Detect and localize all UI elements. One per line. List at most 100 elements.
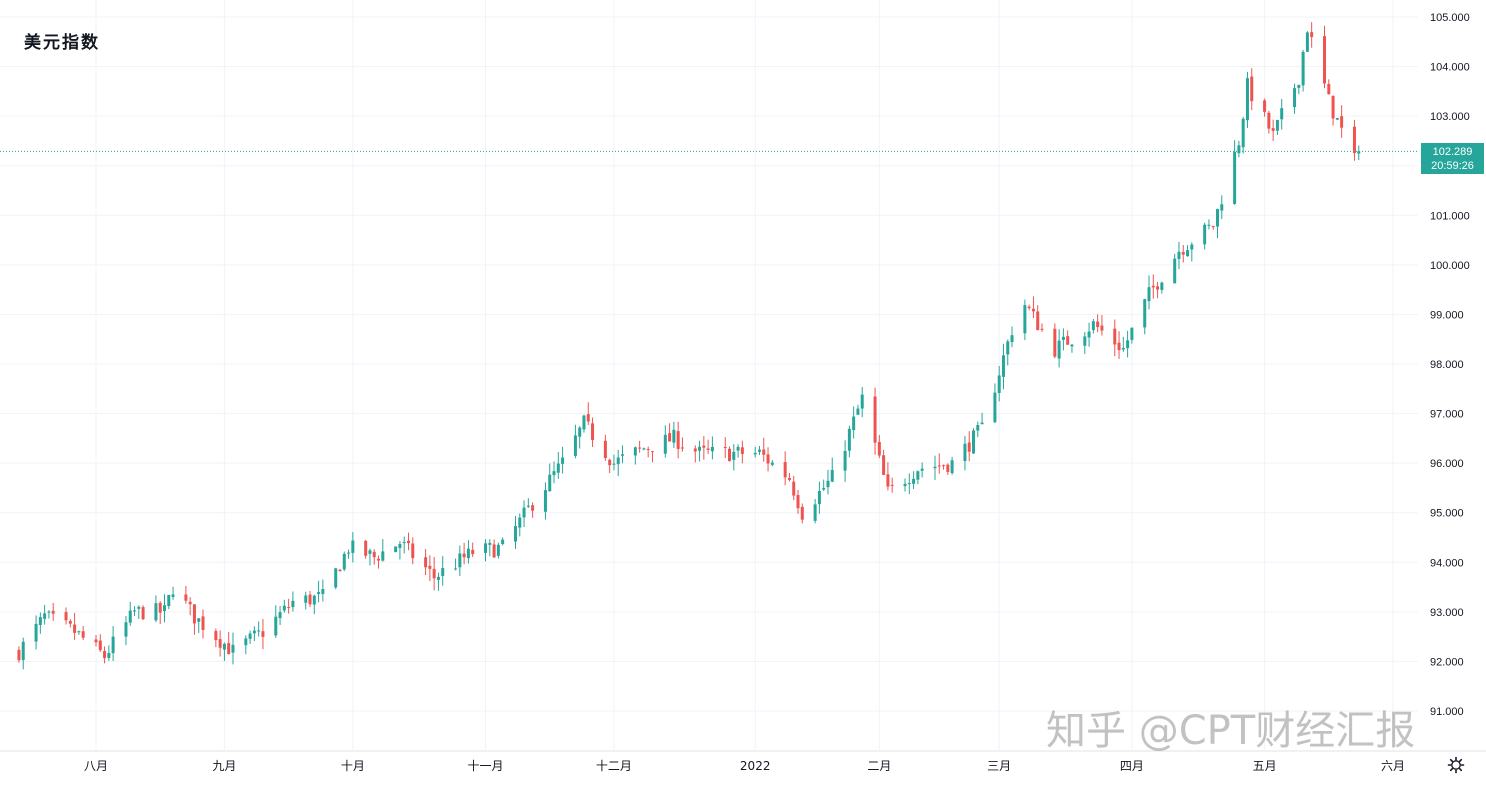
- candle-body: [972, 430, 976, 454]
- candle-body: [1121, 347, 1125, 350]
- candle-body: [394, 546, 398, 553]
- candle-body: [496, 544, 500, 556]
- candle-body: [582, 415, 586, 430]
- x-tick-label: 九月: [212, 759, 236, 773]
- candle-body: [398, 543, 402, 549]
- x-tick-label: 2022: [740, 759, 771, 773]
- candle-body: [663, 434, 667, 454]
- watermark: 知乎 @CPT财经汇报: [1046, 708, 1416, 754]
- candle-body: [1143, 299, 1147, 328]
- candle-body: [813, 504, 817, 521]
- candle-body: [1040, 328, 1044, 330]
- candle-body: [1027, 306, 1031, 309]
- x-tick-label: 六月: [1381, 759, 1405, 773]
- candle-body: [68, 620, 72, 624]
- candle-body: [252, 630, 256, 634]
- y-tick-label: 104.000: [1430, 62, 1470, 74]
- y-tick-label: 101.000: [1430, 210, 1470, 222]
- candle-body: [616, 457, 620, 465]
- candle-body: [561, 457, 565, 464]
- candle-body: [47, 611, 51, 613]
- grid: [0, 0, 1418, 750]
- candle-body: [171, 594, 175, 597]
- candle-body: [432, 568, 436, 579]
- candle-body: [64, 612, 68, 621]
- candle-body: [1352, 126, 1356, 154]
- candle-body: [543, 490, 547, 512]
- candle-body: [1147, 287, 1151, 302]
- candle-body: [860, 394, 864, 409]
- candle-body: [133, 610, 137, 612]
- settings-gear-icon[interactable]: [1447, 756, 1465, 774]
- candle-body: [852, 416, 856, 431]
- candle-body: [312, 595, 316, 605]
- candle-body: [338, 569, 342, 572]
- candle-body: [916, 471, 920, 480]
- x-tick-label: 四月: [1120, 759, 1144, 773]
- candle-body: [406, 540, 410, 544]
- candle-body: [274, 616, 278, 636]
- candle-body: [1096, 321, 1100, 328]
- candle-body: [967, 442, 971, 452]
- y-tick-label: 99.000: [1430, 309, 1464, 321]
- candle-body: [424, 557, 428, 568]
- candle-body: [1340, 116, 1344, 128]
- candle-body: [1091, 321, 1095, 331]
- candle-body: [1070, 344, 1074, 347]
- candle-body: [103, 650, 107, 659]
- candle-body: [1263, 100, 1267, 112]
- candle-body: [1023, 305, 1027, 334]
- candle-body: [513, 526, 517, 542]
- candle-body: [787, 477, 791, 480]
- candle-body: [111, 636, 115, 654]
- candle-body: [830, 469, 834, 482]
- y-tick-label: 95.000: [1430, 508, 1464, 520]
- candle-body: [1066, 336, 1070, 345]
- candle-body: [278, 612, 282, 619]
- candle-body: [608, 459, 612, 466]
- y-tick-label: 105.000: [1430, 12, 1470, 24]
- candle-body: [1203, 224, 1207, 245]
- candle-body: [308, 594, 312, 605]
- candle-body: [642, 448, 646, 450]
- candle-body: [1083, 336, 1087, 346]
- y-tick-label: 98.000: [1430, 359, 1464, 371]
- candle-body: [710, 446, 714, 452]
- y-tick-label: 93.000: [1430, 607, 1464, 619]
- candle-body: [184, 594, 188, 601]
- candle-body: [17, 649, 21, 661]
- candle-body: [77, 631, 81, 633]
- candle-body: [638, 447, 642, 449]
- candle-body: [912, 478, 916, 484]
- bar-countdown: 20:59:26: [1431, 160, 1474, 172]
- candle-body: [1061, 336, 1065, 340]
- candle-body: [231, 644, 235, 653]
- candle-body: [920, 468, 924, 471]
- candle-body: [796, 495, 800, 509]
- candle-body: [1335, 118, 1339, 120]
- candle-body: [603, 440, 607, 459]
- candle-body: [501, 539, 505, 544]
- candle-body: [766, 454, 770, 464]
- x-tick-label: 五月: [1253, 759, 1277, 773]
- candle-body: [1297, 84, 1301, 88]
- candle-body: [1267, 112, 1271, 129]
- candle-body: [1053, 328, 1057, 357]
- candle-body: [740, 447, 744, 454]
- candle-body: [454, 568, 458, 570]
- candle-body: [946, 464, 950, 472]
- candle-body: [1215, 209, 1219, 227]
- x-tick-label: 三月: [987, 759, 1011, 773]
- candle-body: [1126, 340, 1130, 349]
- candle-body: [124, 622, 128, 637]
- candle-body: [1275, 119, 1279, 131]
- candle-body: [1160, 282, 1164, 290]
- candle-body: [680, 447, 684, 449]
- candle-body: [556, 463, 560, 473]
- x-tick-label: 十月: [341, 759, 365, 773]
- candle-body: [1036, 311, 1040, 331]
- candle-body: [162, 605, 166, 612]
- candle-body: [351, 540, 355, 553]
- candle-body: [1031, 308, 1035, 312]
